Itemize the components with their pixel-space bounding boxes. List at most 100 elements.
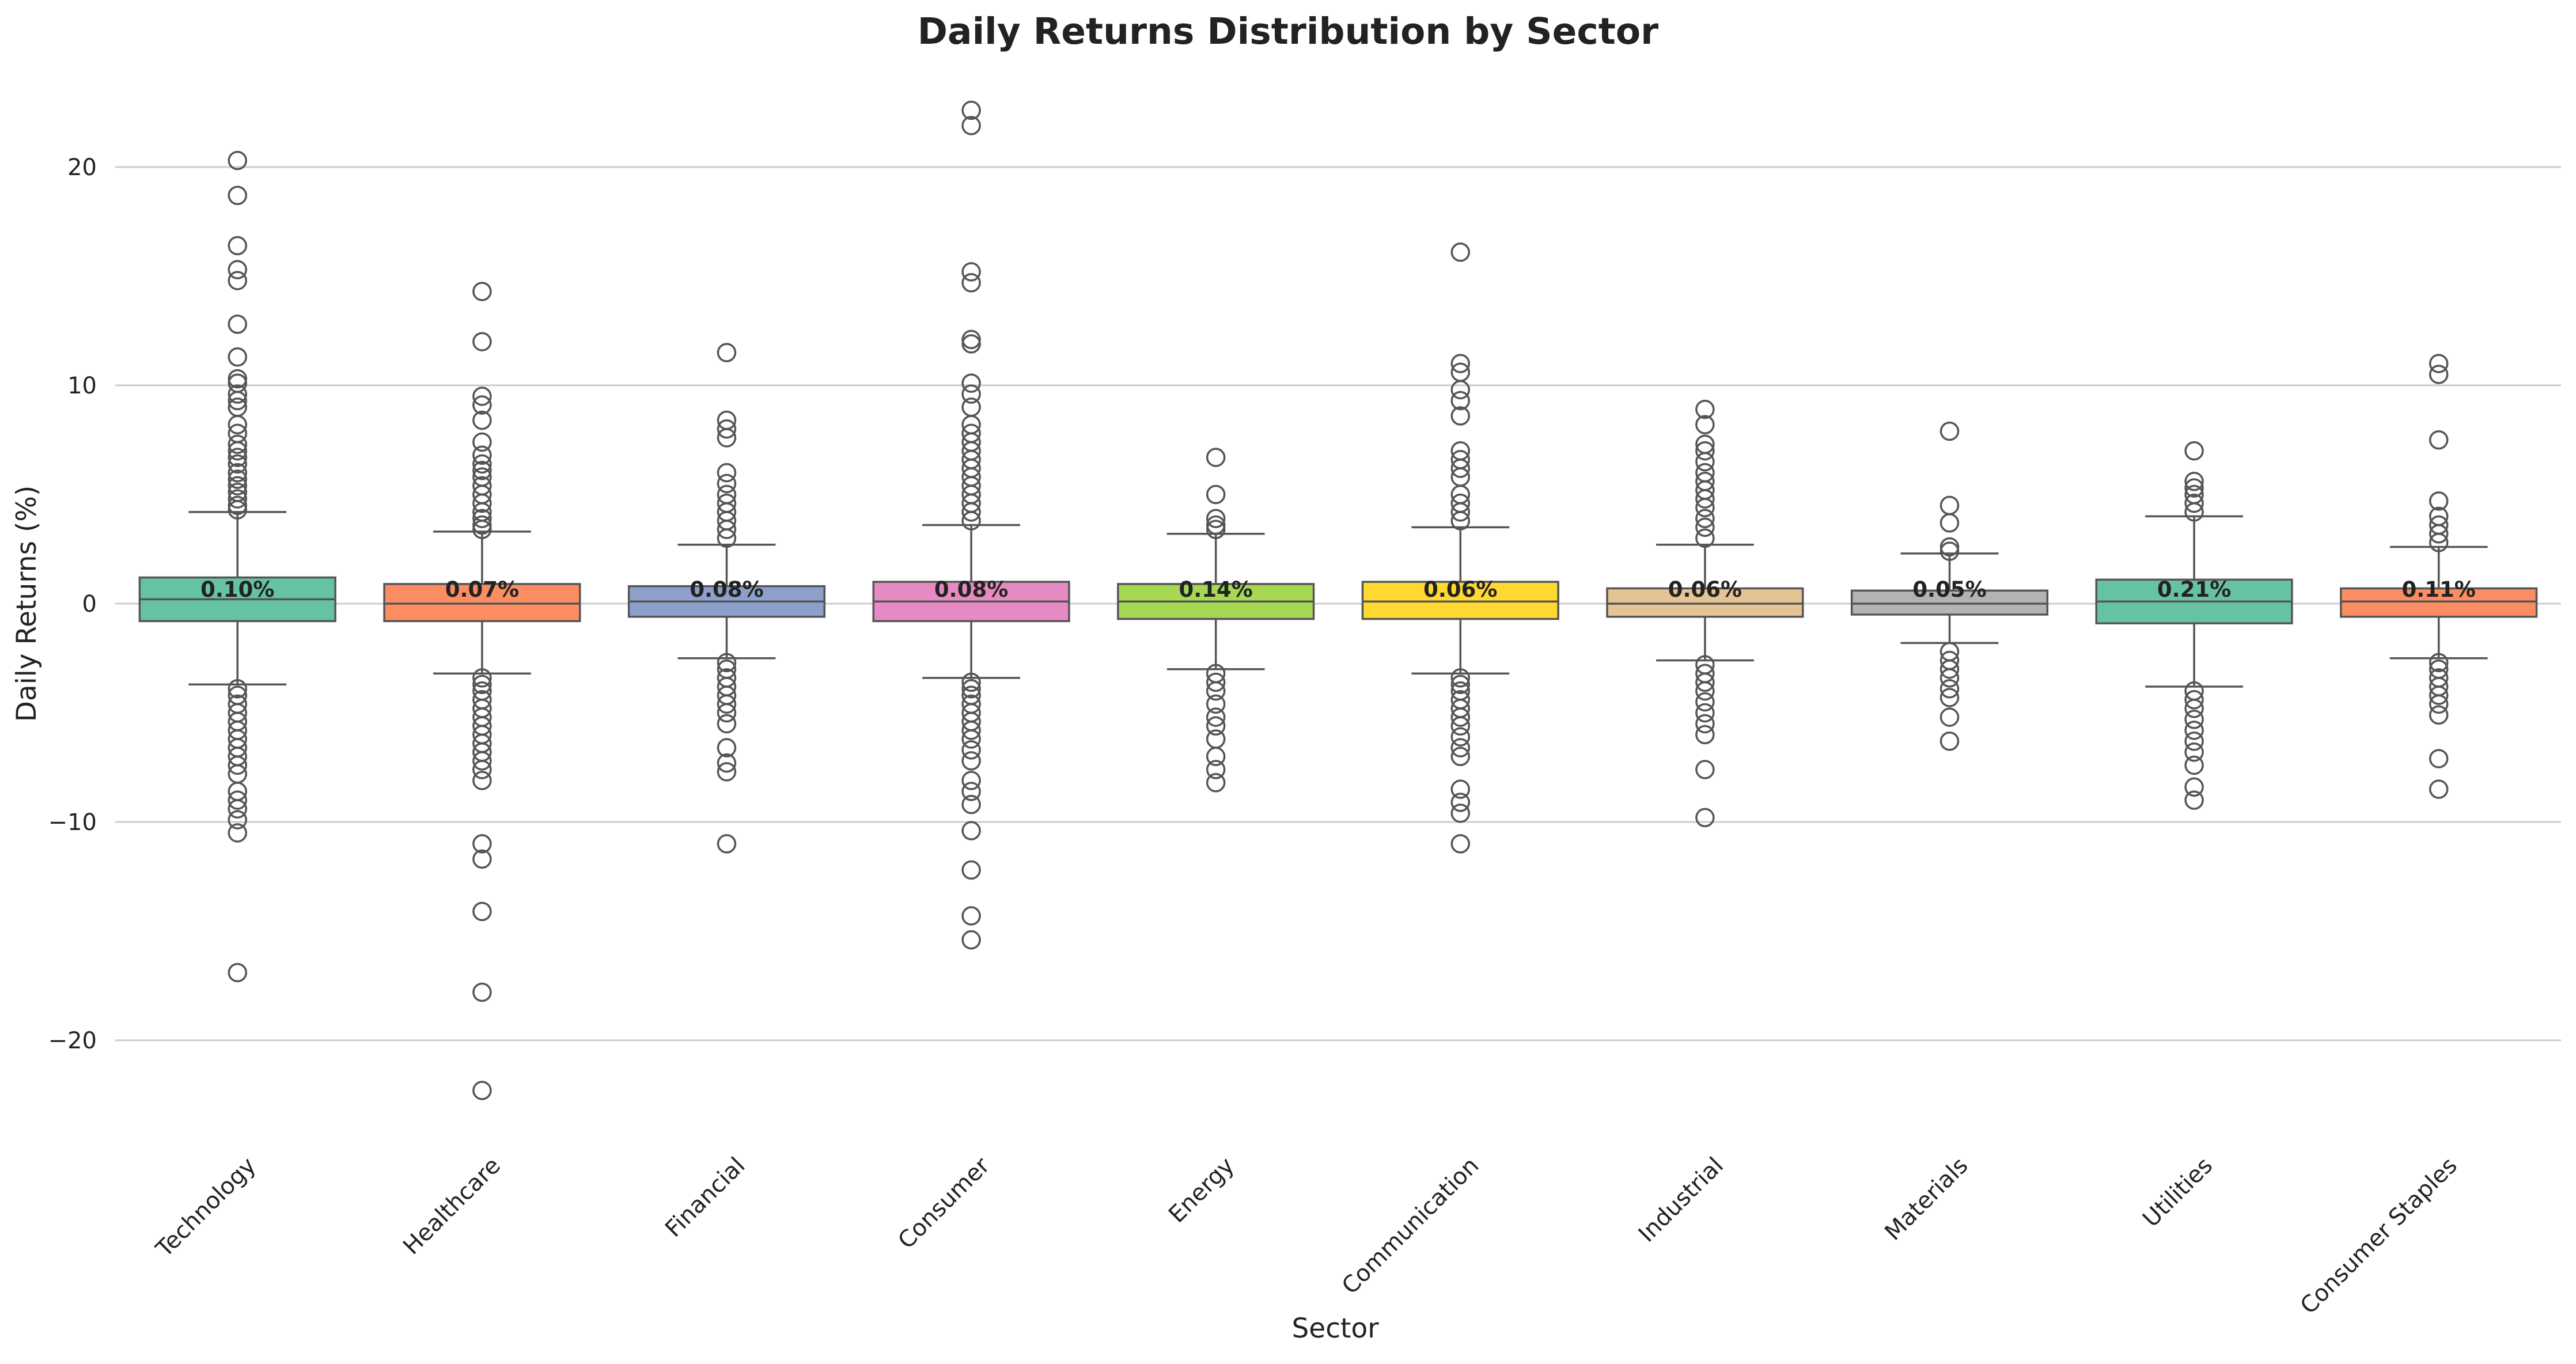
- outlier-point: [2184, 699, 2204, 718]
- outlier-point: [717, 834, 737, 854]
- outlier-point: [1450, 779, 1471, 799]
- outlier-point: [228, 441, 248, 461]
- outlier-point: [228, 185, 248, 206]
- outlier-point: [1206, 484, 1226, 505]
- outlier-point: [1450, 668, 1471, 688]
- outlier-point: [1450, 380, 1471, 400]
- chart-title: Daily Returns Distribution by Sector: [918, 10, 1658, 52]
- outlier-point: [717, 738, 737, 757]
- outlier-point: [1206, 747, 1226, 767]
- outlier-point: [717, 703, 737, 723]
- outlier-point: [1450, 354, 1471, 373]
- outlier-point: [472, 454, 492, 474]
- outlier-point: [2429, 653, 2449, 673]
- outlier-point: [961, 679, 981, 699]
- outlier-point: [1450, 707, 1471, 727]
- outlier-point: [472, 760, 492, 779]
- mean-label: 0.06%: [1423, 577, 1497, 602]
- outlier-point: [961, 729, 981, 749]
- outlier-point: [961, 373, 981, 393]
- box-group-financial: 0.08%: [627, 343, 826, 854]
- box: [383, 583, 581, 623]
- outlier-point: [2184, 690, 2204, 710]
- outlier-point: [1450, 747, 1471, 767]
- outlier-point: [1939, 541, 1960, 561]
- outlier-point: [2429, 491, 2449, 511]
- outlier-point: [228, 463, 248, 483]
- outlier-point: [1939, 659, 1960, 679]
- outlier-point: [1206, 773, 1226, 793]
- outlier-point: [472, 509, 492, 528]
- outlier-point: [1450, 793, 1471, 812]
- mean-label: 0.14%: [1179, 577, 1253, 602]
- outlier-point: [1450, 391, 1471, 411]
- outlier-point: [228, 469, 248, 489]
- mean-label: 0.07%: [445, 577, 519, 602]
- outlier-point: [1939, 679, 1960, 699]
- outlier-point: [472, 520, 492, 539]
- outlier-point: [2429, 533, 2449, 552]
- outlier-point: [228, 963, 248, 983]
- outlier-point: [472, 849, 492, 869]
- x-tick-label: Financial: [660, 1153, 750, 1242]
- outlier-point: [472, 332, 492, 351]
- outlier-point: [1450, 804, 1471, 823]
- x-axis-label: Sector: [1291, 1313, 1379, 1344]
- outlier-point: [228, 347, 248, 367]
- outlier-point: [961, 511, 981, 531]
- outlier-point: [228, 434, 248, 454]
- outlier-point: [717, 762, 737, 782]
- outlier-point: [472, 410, 492, 430]
- outlier-point: [2429, 354, 2449, 373]
- outlier-point: [961, 273, 981, 293]
- box: [1606, 587, 1804, 618]
- outlier-point: [472, 461, 492, 480]
- outlier-point: [1206, 520, 1226, 539]
- outlier-point: [1206, 707, 1226, 727]
- mean-label: 0.06%: [1668, 577, 1742, 602]
- outlier-point: [1206, 509, 1226, 528]
- outlier-point: [1450, 834, 1471, 854]
- outlier-point: [228, 790, 248, 810]
- outlier-point: [2184, 777, 2204, 797]
- outlier-point: [717, 520, 737, 539]
- outlier-point: [2184, 790, 2204, 810]
- outlier-point: [2184, 493, 2204, 513]
- outlier-point: [228, 448, 248, 467]
- outlier-point: [472, 445, 492, 465]
- outlier-point: [1939, 732, 1960, 751]
- outlier-point: [1206, 716, 1226, 736]
- outlier-point: [472, 901, 492, 922]
- y-tick-label: 10: [67, 373, 97, 399]
- outlier-point: [1450, 459, 1471, 478]
- outlier-point: [228, 369, 248, 389]
- outlier-point: [1695, 714, 1715, 734]
- outlier-point: [1695, 498, 1715, 517]
- outlier-point: [961, 116, 981, 135]
- outlier-point: [717, 343, 737, 362]
- outlier-point: [2184, 710, 2204, 729]
- outlier-point: [961, 502, 981, 522]
- outlier-point: [228, 679, 248, 699]
- outlier-point: [2429, 524, 2449, 544]
- outlier-point: [1206, 448, 1226, 467]
- outlier-point: [2184, 472, 2204, 491]
- outlier-point: [961, 262, 981, 282]
- box-series: 0.10% 0.07% 0.08% 0.08% 0.14% 0.06% 0.06% 0.05%…: [138, 100, 2538, 1100]
- y-tick-label: −20: [48, 1028, 97, 1054]
- mean-label: 0.08%: [690, 577, 763, 602]
- outlier-point: [717, 463, 737, 483]
- outlier-point: [2429, 779, 2449, 799]
- x-tick-labels: Technology Healthcare Financial Consumer Ene…: [151, 1152, 2463, 1319]
- x-tick-label: Technology: [151, 1153, 262, 1263]
- outlier-point: [1695, 808, 1715, 828]
- y-axis-label: Daily Returns (%): [11, 486, 43, 722]
- outlier-point: [1206, 515, 1226, 535]
- box-group-materials: 0.05%: [1850, 421, 2049, 751]
- outlier-point: [961, 334, 981, 354]
- outlier-point: [1450, 511, 1471, 531]
- outlier-point: [228, 823, 248, 843]
- box-group-consumer-staples: 0.11%: [2340, 354, 2538, 799]
- outlier-point: [472, 282, 492, 301]
